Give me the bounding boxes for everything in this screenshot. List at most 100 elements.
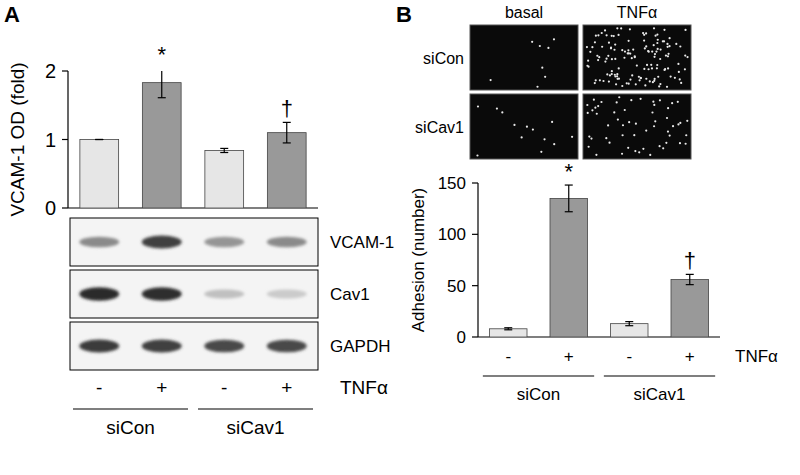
group-line — [198, 408, 313, 409]
y-tick — [472, 182, 478, 183]
error-cap — [565, 184, 573, 185]
adherent-cell — [547, 47, 549, 49]
micrograph — [470, 94, 578, 159]
error-stem — [286, 122, 287, 143]
adherent-cell — [609, 74, 611, 76]
adherent-cell — [501, 111, 503, 113]
adherent-cell — [634, 150, 636, 152]
annotation: † — [281, 96, 293, 121]
adherent-cell — [620, 27, 622, 29]
y-tick — [472, 285, 478, 286]
adherent-cell — [653, 56, 655, 58]
adherent-cell — [539, 45, 541, 47]
adherent-cell — [614, 75, 616, 77]
western-blot: VCAM-1Cav1GAPDH — [70, 218, 394, 370]
adherent-cell — [631, 57, 633, 59]
x-axis-label: TNFα — [340, 377, 388, 398]
adherent-cell — [659, 99, 661, 101]
error-cap — [625, 325, 633, 326]
blot-band — [204, 289, 244, 298]
bar — [671, 280, 709, 337]
adherent-cell — [602, 80, 604, 82]
y-tick — [62, 207, 68, 208]
micrograph — [470, 25, 578, 90]
blot-label: Cav1 — [330, 285, 370, 304]
micrograph — [583, 94, 691, 159]
adherent-cell — [624, 109, 626, 111]
blot-frame — [70, 270, 318, 318]
adherent-cell — [651, 111, 653, 113]
adherent-cell — [586, 104, 588, 106]
annotation: * — [564, 159, 573, 184]
group-label: siCav1 — [634, 385, 686, 404]
adherent-cell — [594, 41, 596, 43]
y-tick-label: 0 — [45, 197, 56, 219]
group-label: siCon — [106, 417, 155, 438]
adherent-cell — [640, 77, 642, 79]
bar — [610, 324, 648, 337]
adherent-cell — [635, 123, 637, 125]
adherent-cell — [540, 151, 542, 153]
error-cap — [95, 139, 103, 140]
adherent-cell — [655, 50, 657, 52]
adherent-cell — [616, 101, 618, 103]
adherent-cell — [645, 129, 647, 131]
adherent-cell — [657, 48, 659, 50]
adherent-cell — [627, 49, 629, 51]
blot-band — [142, 236, 182, 249]
error-cap — [95, 139, 103, 140]
adherent-cell — [626, 82, 628, 84]
adherent-cell — [643, 34, 645, 36]
blot-band — [79, 287, 119, 300]
y-tick-label: 1 — [45, 129, 56, 151]
error-cap — [686, 284, 694, 285]
adherent-cell — [614, 58, 616, 60]
adherent-cell — [658, 85, 660, 87]
adherent-cell — [605, 34, 607, 36]
adherent-cell — [685, 143, 687, 145]
adherent-cell — [678, 71, 680, 73]
error-bar — [95, 139, 103, 140]
adherent-cell — [638, 151, 640, 153]
adherent-cell — [648, 51, 650, 53]
adherent-cell — [544, 76, 546, 78]
panel-label: B — [396, 2, 412, 27]
adherent-cell — [667, 131, 669, 133]
adherent-cell — [636, 64, 638, 66]
adherent-cell — [644, 47, 646, 49]
adherent-cell — [597, 34, 599, 36]
adherent-cell — [606, 73, 608, 75]
adherent-cell — [591, 109, 593, 111]
adherent-cell — [669, 37, 671, 39]
adherent-cell — [652, 101, 654, 103]
adherent-cell — [613, 49, 615, 51]
adherent-cell — [635, 83, 637, 85]
adherent-cell — [657, 76, 659, 78]
adherent-cell — [653, 80, 655, 82]
adherent-cell — [643, 68, 645, 70]
y-tick — [62, 139, 68, 140]
adherent-cell — [587, 112, 589, 114]
adherent-cell — [663, 69, 665, 71]
adherent-cell — [672, 125, 674, 127]
micrograph-column-label: TNFα — [617, 4, 657, 21]
adherent-cell — [669, 134, 671, 136]
adherent-cell — [656, 33, 658, 35]
adherent-cell — [666, 43, 668, 45]
adherent-cell — [658, 145, 660, 147]
bar — [205, 150, 244, 208]
adherent-cell — [675, 43, 677, 45]
adherent-cell — [595, 154, 597, 156]
adherent-cell — [662, 147, 664, 149]
adherent-cell — [654, 53, 656, 55]
adherent-cell — [627, 147, 629, 149]
adherent-cell — [613, 35, 615, 37]
adherent-cell — [553, 143, 555, 145]
adherent-cell — [605, 58, 607, 60]
adherent-cell — [632, 48, 634, 50]
adherent-cell — [541, 67, 543, 69]
adherent-cell — [684, 68, 686, 70]
x-tick-label: + — [685, 347, 695, 366]
adherent-cell — [591, 46, 593, 48]
y-tick-label: 0 — [457, 328, 466, 347]
